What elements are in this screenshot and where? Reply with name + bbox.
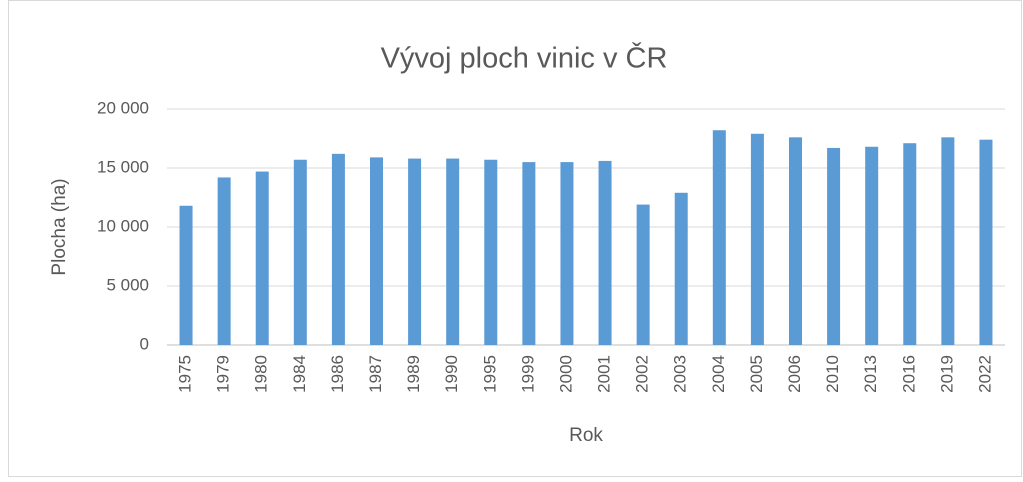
bar (560, 162, 574, 345)
bar (331, 153, 345, 345)
bar (255, 171, 269, 345)
x-tick-label: 2022 (975, 355, 994, 393)
x-tick-label: 2004 (709, 355, 728, 393)
bar (408, 158, 422, 345)
bar (750, 133, 764, 345)
y-axis-label: Plocha (ha) (49, 178, 70, 275)
chart-title: Vývoj ploch vinic v ČR (381, 41, 668, 75)
y-tick-label: 0 (140, 334, 149, 353)
bar (865, 146, 879, 345)
bar (636, 204, 650, 345)
bar (674, 192, 688, 345)
bar (827, 147, 841, 345)
x-tick-label: 2013 (861, 355, 880, 393)
bar (217, 177, 231, 345)
x-tick-label: 1986 (328, 355, 347, 393)
x-tick-label: 1999 (518, 355, 537, 393)
x-tick-label: 1987 (366, 355, 385, 393)
x-tick-label: 1989 (404, 355, 423, 393)
bar (484, 159, 498, 345)
bar (370, 157, 383, 345)
chart-border (8, 0, 1022, 477)
y-tick-label: 5 000 (106, 275, 149, 294)
x-tick-label: 2006 (785, 355, 804, 393)
y-tick-label: 10 000 (97, 216, 149, 235)
x-axis-label: Rok (569, 425, 603, 446)
bar (712, 130, 726, 345)
bar (903, 143, 917, 345)
bar (598, 160, 612, 345)
bar (446, 158, 460, 345)
x-tick-label: 2019 (937, 355, 956, 393)
x-tick-label: 2001 (595, 355, 614, 393)
bar (522, 162, 536, 345)
x-tick-label: 2003 (671, 355, 690, 393)
bar (979, 139, 993, 345)
x-tick-label: 2010 (823, 355, 842, 393)
bar (789, 137, 802, 345)
x-tick-label: 1980 (252, 355, 271, 393)
y-tick-label: 20 000 (97, 98, 149, 117)
x-tick-label: 2016 (899, 355, 918, 393)
x-tick-label: 1984 (290, 355, 309, 393)
x-tick-label: 1975 (176, 355, 195, 393)
bar (941, 137, 955, 345)
bar (179, 205, 193, 345)
x-tick-label: 1990 (442, 355, 461, 393)
x-tick-label: 1979 (214, 355, 233, 393)
bar (293, 159, 307, 345)
x-tick-label: 2005 (747, 355, 766, 393)
x-tick-label: 2002 (633, 355, 652, 393)
y-tick-label: 15 000 (97, 157, 149, 176)
x-tick-label: 2000 (556, 355, 575, 393)
x-tick-label: 1995 (480, 355, 499, 393)
